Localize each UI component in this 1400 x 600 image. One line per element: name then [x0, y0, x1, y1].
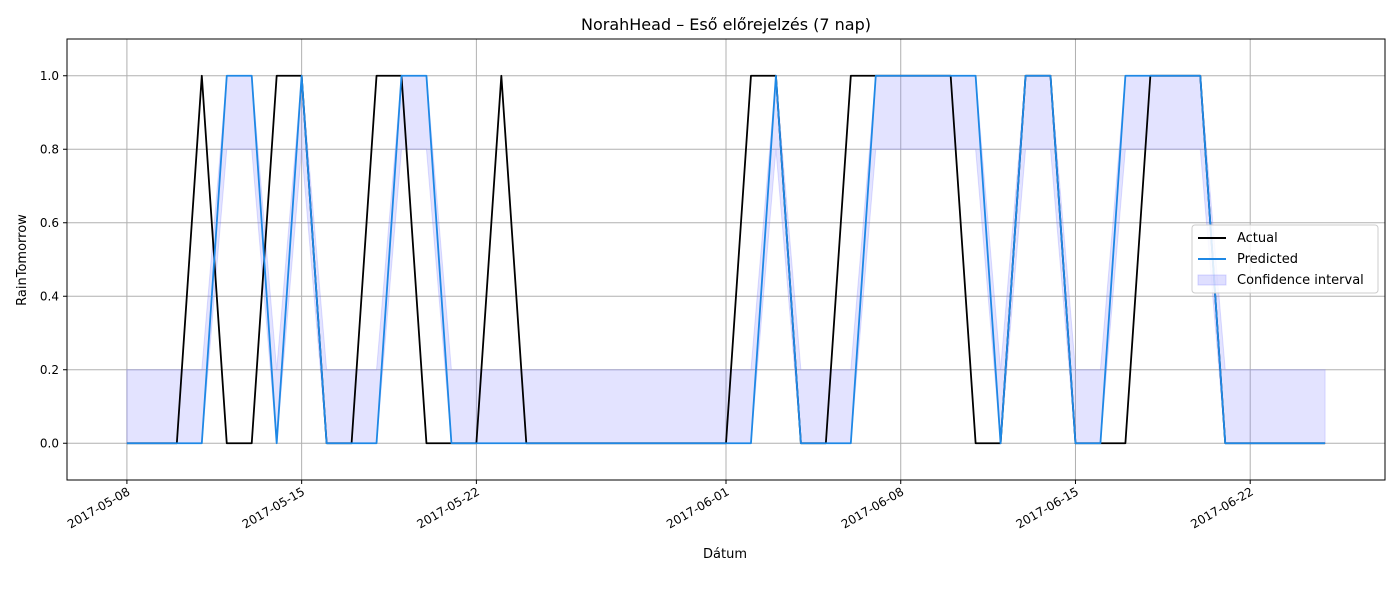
chart-title: NorahHead – Eső előrejelzés (7 nap) — [581, 15, 871, 34]
legend-label-confidence: Confidence interval — [1237, 273, 1364, 288]
x-tick-label: 2017-05-08 — [65, 484, 132, 531]
x-axis-label: Dátum — [703, 547, 747, 562]
legend-label-actual: Actual — [1237, 231, 1278, 246]
x-tick-label: 2017-06-08 — [839, 484, 906, 531]
x-tick-label: 2017-05-15 — [240, 484, 307, 531]
y-tick-label: 0.6 — [40, 216, 59, 230]
y-tick-label: 0.2 — [40, 363, 59, 377]
series-line-predicted — [126, 74, 1326, 445]
legend: Actual Predicted Confidence interval — [1191, 224, 1379, 294]
x-tick-label: 2017-06-22 — [1188, 484, 1255, 531]
x-tick-label: 2017-06-01 — [664, 484, 731, 531]
x-tick-label: 2017-05-22 — [414, 484, 481, 531]
y-tick-label: 0.4 — [40, 289, 59, 303]
y-tick-label: 0.8 — [40, 142, 59, 156]
y-tick-label: 1.0 — [40, 69, 59, 83]
x-tick-label: 2017-06-15 — [1014, 484, 1081, 531]
legend-swatch-confidence — [1197, 274, 1227, 286]
y-axis-label: RainTomorrow — [15, 214, 30, 306]
legend-label-predicted: Predicted — [1237, 252, 1298, 267]
y-tick-label: 0.0 — [40, 436, 59, 450]
legend-box — [1191, 224, 1379, 294]
series-layer — [126, 74, 1326, 445]
